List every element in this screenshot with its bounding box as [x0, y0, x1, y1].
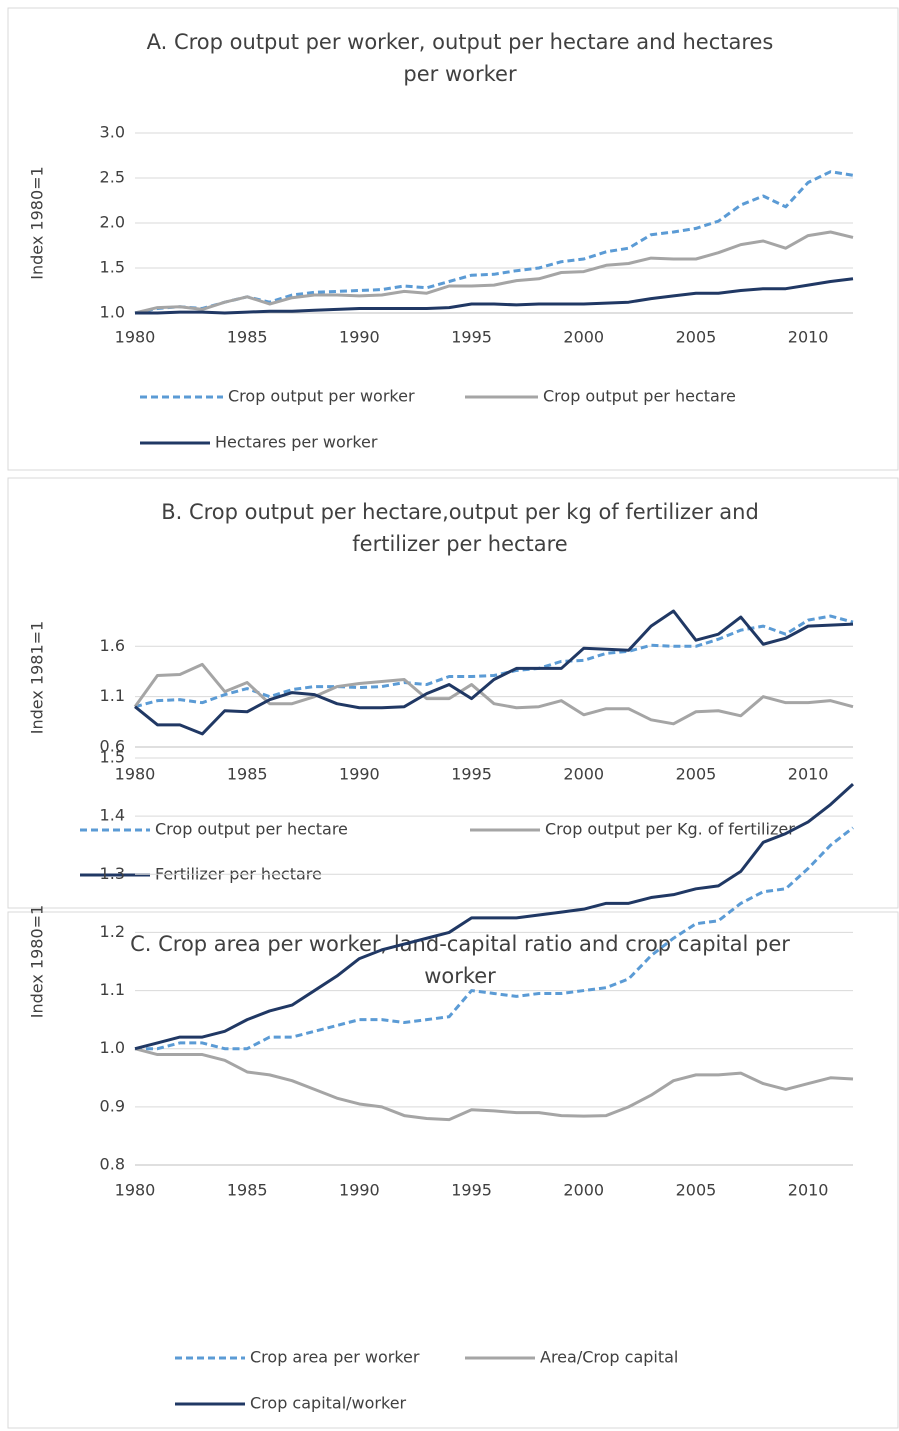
y-tick-label: 1.1	[100, 686, 125, 705]
y-tick-label: 0.8	[100, 1155, 125, 1174]
chart-title: A. Crop output per worker, output per he…	[146, 30, 774, 86]
title-box: C. Crop area per worker, land-capital ra…	[130, 932, 790, 988]
y-tick-label: 0.6	[100, 737, 125, 756]
series-line	[134, 783, 855, 1051]
y-axis-label: Index 1980=1	[28, 166, 47, 279]
x-tick-label: 1980	[115, 1181, 156, 1200]
x-tick-label: 2000	[563, 765, 604, 784]
y-tick-label: 1.2	[100, 922, 125, 941]
legend-label: Crop capital/worker	[250, 1394, 407, 1413]
x-tick-label: 2005	[676, 328, 717, 347]
series-line	[134, 614, 854, 709]
y-axis-label: Index 1981=1	[28, 621, 47, 734]
y-tick-label: 1.5	[100, 748, 125, 767]
series-line	[135, 277, 854, 315]
series-line	[135, 826, 854, 1051]
chart-title: B. Crop output per hectare,output per kg…	[161, 500, 759, 556]
y-tick-label: 1.4	[100, 806, 125, 825]
legend-label: Crop output per worker	[228, 387, 415, 406]
x-tick-label: 1985	[227, 1181, 268, 1200]
x-tick-label: 2010	[788, 1181, 829, 1200]
legend-label: Area/Crop capital	[540, 1348, 678, 1367]
x-tick-label: 1995	[451, 328, 492, 347]
panel-border	[7, 7, 899, 471]
series-line	[134, 1047, 854, 1122]
x-tick-label: 1980	[115, 765, 156, 784]
panel-border	[7, 477, 899, 909]
series-line	[134, 609, 854, 736]
panel-border	[7, 911, 899, 1429]
legend-label: Crop area per worker	[250, 1348, 420, 1367]
legend-label: Crop output per Kg. of fertilizer	[545, 820, 795, 839]
legend-label: Crop output per hectare	[155, 820, 348, 839]
title-box: B. Crop output per hectare,output per kg…	[161, 500, 759, 556]
x-tick-label: 1990	[339, 328, 380, 347]
y-tick-label: 3.0	[100, 123, 125, 142]
x-tick-label: 2000	[563, 1181, 604, 1200]
x-tick-label: 1990	[339, 765, 380, 784]
series-line	[133, 662, 854, 726]
x-tick-label: 1985	[227, 765, 268, 784]
x-tick-label: 2005	[676, 765, 717, 784]
y-tick-label: 0.9	[100, 1096, 125, 1115]
x-tick-label: 2010	[788, 328, 829, 347]
title-box: A. Crop output per worker, output per he…	[146, 30, 774, 86]
x-tick-label: 2000	[563, 328, 604, 347]
legend-label: Hectares per worker	[215, 433, 378, 452]
y-tick-label: 2.0	[100, 213, 125, 232]
x-tick-label: 1995	[451, 1181, 492, 1200]
x-tick-label: 2005	[676, 1181, 717, 1200]
x-tick-label: 1980	[115, 328, 156, 347]
y-tick-label: 2.5	[100, 168, 125, 187]
chart-title: C. Crop area per worker, land-capital ra…	[130, 932, 790, 988]
y-axis-label: Index 1980=1	[28, 905, 47, 1018]
series-line	[134, 170, 854, 315]
y-tick-label: 1.3	[100, 864, 125, 883]
y-tick-label: 1.5	[100, 258, 125, 277]
y-tick-label: 1.0	[100, 1038, 125, 1057]
x-tick-label: 2010	[788, 765, 829, 784]
series-line	[134, 230, 854, 315]
legend-label: Crop output per hectare	[543, 387, 736, 406]
x-tick-label: 1995	[451, 765, 492, 784]
y-tick-label: 1.6	[100, 636, 125, 655]
x-tick-label: 1985	[227, 328, 268, 347]
y-tick-label: 1.0	[100, 303, 125, 322]
x-tick-label: 1990	[339, 1181, 380, 1200]
y-tick-label: 1.1	[100, 980, 125, 999]
